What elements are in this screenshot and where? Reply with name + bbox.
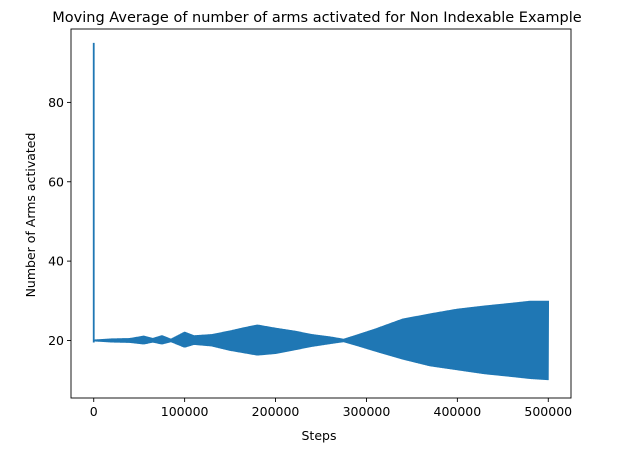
y-tick-label: 40 xyxy=(48,254,64,269)
x-tick-label: 100000 xyxy=(161,404,209,419)
y-axis-ticks: 20 40 60 80 xyxy=(48,95,71,348)
y-tick-label: 20 xyxy=(48,333,64,348)
x-tick-label: 0 xyxy=(90,404,98,419)
plot-area xyxy=(92,42,550,381)
axes-spines xyxy=(70,28,572,399)
chart-title: Moving Average of number of arms activat… xyxy=(52,10,581,26)
x-tick-label: 200000 xyxy=(252,404,300,419)
y-tick-label: 60 xyxy=(48,174,64,189)
x-axis-label: Steps xyxy=(302,428,337,443)
y-axis-label: Number of Arms activated xyxy=(23,133,38,298)
y-tick-label: 80 xyxy=(48,95,64,110)
x-tick-label: 400000 xyxy=(434,404,482,419)
series-line xyxy=(92,300,550,381)
x-axis-ticks: 0 100000 200000 300000 400000 500000 xyxy=(90,398,572,419)
x-tick-label: 300000 xyxy=(343,404,391,419)
x-tick-label: 500000 xyxy=(524,404,572,419)
plot-frame xyxy=(70,28,572,399)
